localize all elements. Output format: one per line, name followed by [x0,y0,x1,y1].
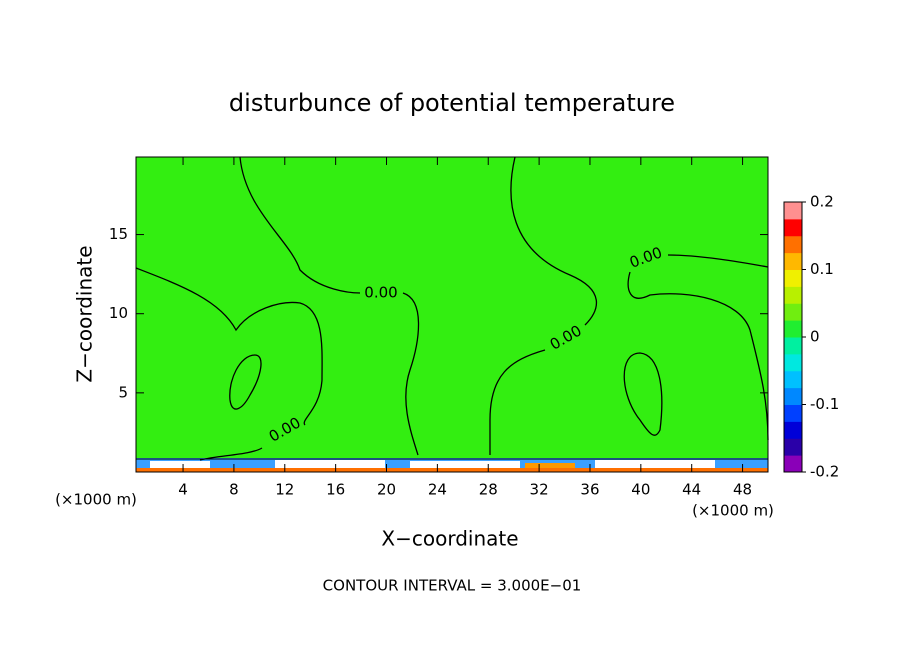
x-tick-label: 24 [428,481,447,499]
x-tick-label: 48 [733,481,752,499]
colorbar-band [784,320,802,338]
colorbar-band [784,269,802,287]
x-tick-label: 40 [631,481,650,499]
colorbar-band [784,370,802,389]
colorbar-tick-label: 0.1 [810,260,834,278]
colorbar-band [784,202,802,220]
x-tick-label: 8 [229,481,239,499]
colorbar-band [784,286,802,304]
x-tick-label: 20 [377,481,396,499]
colorbar-band [784,387,802,405]
x-tick-label: 12 [275,481,294,499]
x-tick-label: 32 [530,481,549,499]
x-tick-label: 36 [580,481,599,499]
colorbar-band [784,353,802,372]
x-tick-label: 44 [682,481,701,499]
colorbar-band [784,252,802,270]
colorbar-tick-label: 0.2 [810,193,834,211]
colorbar-band [784,337,802,355]
colorbar-band [784,455,802,473]
annotation: CONTOUR INTERVAL = 3.000E−01 [323,577,582,595]
x-tick-label: 4 [178,481,188,499]
colorbar-band [784,218,802,237]
x-tick-label: 28 [479,481,498,499]
x-axis-label: X−coordinate [381,527,518,551]
plot-frame [135,156,769,473]
colorbar-band [784,438,802,456]
y-tick-label: 5 [118,383,128,401]
colorbar-tick-label: 0 [810,328,820,346]
contour-lines [135,156,769,461]
y-axis-label: Z−coordinate [73,245,97,382]
y-tick-label: 10 [109,304,128,322]
x-unit-left: (×1000 m) [55,491,137,509]
y-tick-label: 15 [109,225,128,243]
chart-title: disturbunce of potential temperature [229,89,675,117]
colorbar-band [784,404,802,422]
colorbar-band [784,421,802,439]
colorbar-tick-label: -0.1 [810,395,839,413]
bottom-strip [136,458,768,472]
x-unit-right: (×1000 m) [692,502,774,520]
x-tick-label: 16 [326,481,345,499]
colorbar-band [784,303,802,321]
contour-label: 0.00 [364,284,397,302]
colorbar-tick-label: -0.2 [810,463,839,481]
field [136,157,768,472]
colorbar-band [784,235,802,254]
